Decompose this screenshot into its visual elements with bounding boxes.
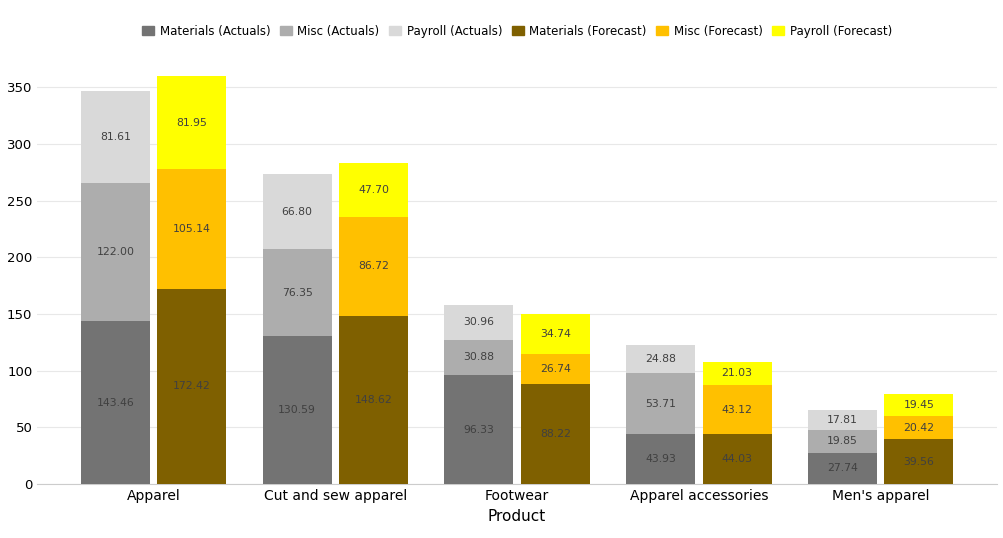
Bar: [702, 362, 771, 385]
Text: 19.85: 19.85: [826, 436, 858, 447]
Bar: [80, 90, 149, 183]
X-axis label: Product: Product: [487, 508, 546, 523]
Text: 43.93: 43.93: [645, 454, 675, 464]
Bar: [339, 217, 407, 316]
Text: 86.72: 86.72: [358, 261, 388, 272]
Bar: [626, 373, 695, 434]
Text: 34.74: 34.74: [540, 329, 570, 339]
Text: 76.35: 76.35: [282, 288, 312, 298]
Bar: [339, 316, 407, 484]
Bar: [807, 430, 877, 453]
Text: 130.59: 130.59: [278, 405, 316, 415]
Text: 20.42: 20.42: [903, 423, 934, 433]
Text: 122.00: 122.00: [96, 247, 134, 257]
Bar: [626, 434, 695, 484]
Text: 96.33: 96.33: [463, 424, 493, 435]
Bar: [626, 345, 695, 373]
Bar: [263, 336, 331, 484]
Bar: [444, 305, 513, 340]
Bar: [702, 434, 771, 484]
Legend: Materials (Actuals), Misc (Actuals), Payroll (Actuals), Materials (Forecast), Mi: Materials (Actuals), Misc (Actuals), Pay…: [137, 20, 896, 43]
Text: 105.14: 105.14: [173, 224, 211, 234]
Bar: [521, 384, 589, 484]
Bar: [444, 375, 513, 484]
Text: 24.88: 24.88: [645, 355, 675, 364]
Text: 30.96: 30.96: [463, 317, 493, 327]
Text: 81.95: 81.95: [177, 118, 207, 128]
Bar: [263, 174, 331, 250]
Bar: [884, 440, 953, 484]
Text: 30.88: 30.88: [463, 352, 493, 363]
Text: 172.42: 172.42: [173, 381, 211, 392]
Text: 27.74: 27.74: [826, 463, 858, 473]
Text: 39.56: 39.56: [903, 457, 934, 467]
Text: 44.03: 44.03: [721, 454, 752, 464]
Bar: [702, 385, 771, 434]
Bar: [521, 354, 589, 384]
Text: 43.12: 43.12: [721, 405, 752, 415]
Bar: [339, 163, 407, 217]
Text: 26.74: 26.74: [540, 364, 570, 374]
Bar: [157, 289, 226, 484]
Bar: [884, 394, 953, 416]
Bar: [884, 416, 953, 440]
Text: 88.22: 88.22: [540, 429, 570, 439]
Bar: [807, 453, 877, 484]
Bar: [80, 322, 149, 484]
Bar: [521, 314, 589, 354]
Text: 143.46: 143.46: [96, 398, 134, 408]
Text: 81.61: 81.61: [100, 132, 130, 142]
Text: 66.80: 66.80: [282, 207, 312, 217]
Bar: [80, 183, 149, 322]
Text: 47.70: 47.70: [358, 185, 388, 195]
Bar: [444, 340, 513, 375]
Bar: [157, 169, 226, 289]
Text: 148.62: 148.62: [354, 395, 392, 405]
Text: 19.45: 19.45: [903, 400, 934, 410]
Bar: [807, 410, 877, 430]
Bar: [157, 76, 226, 169]
Bar: [263, 250, 331, 336]
Text: 21.03: 21.03: [721, 369, 752, 378]
Text: 53.71: 53.71: [645, 399, 675, 409]
Text: 17.81: 17.81: [826, 415, 858, 425]
